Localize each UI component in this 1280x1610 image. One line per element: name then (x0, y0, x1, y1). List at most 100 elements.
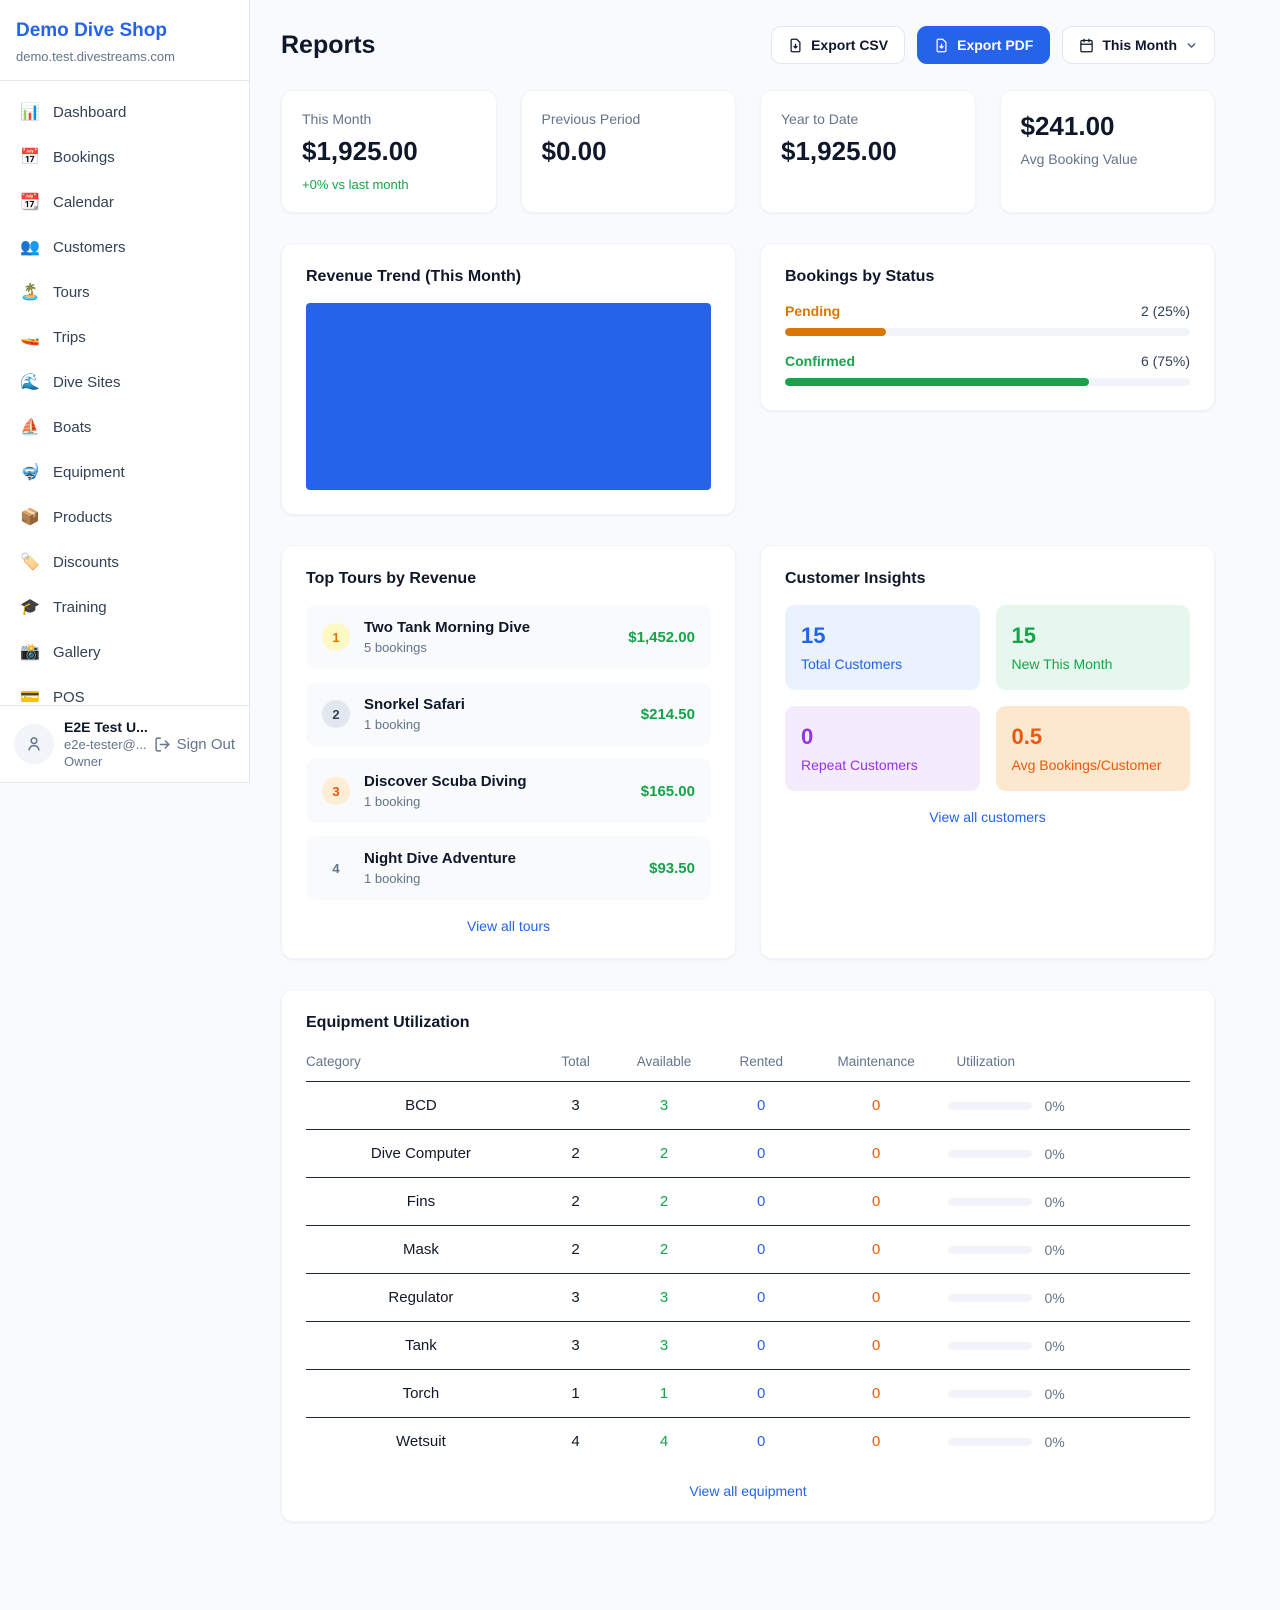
insight-label: New This Month (1011, 656, 1113, 672)
status-bar-fill-pending (785, 328, 887, 336)
camera-icon: 📸 (20, 644, 40, 661)
tour-row: 4 Night Dive Adventure 1 booking $93.50 (306, 836, 711, 900)
tour-name: Discover Scuba Diving (364, 773, 527, 790)
column-header-available: Available (615, 1046, 713, 1082)
stat-label: This Month (302, 111, 372, 127)
insight-label: Repeat Customers (801, 757, 918, 773)
table-row: Torch 1 1 0 0 0% (306, 1369, 1190, 1418)
equipment-utilization-card: Equipment Utilization Category Total Ava… (281, 989, 1215, 1522)
tour-name: Night Dive Adventure (364, 850, 516, 867)
customers-icon: 👥 (20, 239, 40, 256)
table-row: Dive Computer 2 2 0 0 0% (306, 1129, 1190, 1178)
column-header-rented: Rented (712, 1046, 810, 1082)
cell-total: 4 (571, 1433, 580, 1450)
bookings-by-status-title: Bookings by Status (785, 268, 935, 285)
sidebar-item-gallery[interactable]: 📸 Gallery (8, 633, 241, 671)
stat-card-year-to-date: Year to Date $1,925.00 (760, 90, 976, 213)
sidebar-item-dive-sites[interactable]: 🌊 Dive Sites (8, 363, 241, 401)
sidebar-item-dashboard[interactable]: 📊 Dashboard (8, 93, 241, 131)
sidebar: Demo Dive Shop demo.test.divestreams.com… (0, 0, 250, 783)
sidebar-item-equipment[interactable]: 🤿 Equipment (8, 453, 241, 491)
period-label: This Month (1102, 37, 1177, 53)
utilization-bar-track (948, 1293, 1033, 1302)
tour-bookings: 1 booking (364, 717, 421, 732)
cell-available: 3 (615, 1273, 713, 1322)
rank-badge: 1 (322, 623, 350, 651)
top-tours-title: Top Tours by Revenue (306, 570, 477, 587)
sidebar-item-tours[interactable]: 🏝️ Tours (8, 273, 241, 311)
sidebar-item-customers[interactable]: 👥 Customers (8, 228, 241, 266)
page-title: Reports (281, 30, 376, 59)
sidebar-item-label: Discounts (53, 553, 119, 571)
tour-bookings: 5 bookings (364, 640, 427, 655)
insight-label: Total Customers (801, 656, 903, 672)
cell-rented: 0 (712, 1369, 810, 1418)
cell-total: 3 (535, 1081, 616, 1130)
sidebar-item-bookings[interactable]: 📅 Bookings (8, 138, 241, 176)
shop-name: Demo Dive Shop (16, 20, 167, 41)
stat-card-this-month: This Month $1,925.00 +0% vs last month (281, 90, 497, 213)
rank-badge: 3 (322, 777, 350, 805)
calendar-icon: 📆 (20, 194, 40, 211)
tour-revenue: $165.00 (640, 782, 695, 800)
sidebar-item-label: Calendar (53, 193, 114, 211)
view-all-tours-link[interactable]: View all tours (466, 918, 550, 934)
tour-row: 1 Two Tank Morning Dive 5 bookings $1,45… (306, 605, 711, 669)
cell-category: Mask (306, 1225, 536, 1274)
view-all-customers-link[interactable]: View all customers (929, 809, 1046, 825)
cell-category: Fins (306, 1177, 536, 1226)
cell-utilization: 0% (942, 1177, 1190, 1226)
cell-maintenance: 0 (809, 1369, 943, 1418)
cell-category: Wetsuit (396, 1433, 446, 1450)
revenue-trend-card: Revenue Trend (This Month) (281, 243, 736, 515)
sidebar-item-label: Dive Sites (53, 373, 121, 391)
sidebar-item-training[interactable]: 🎓 Training (8, 588, 241, 626)
sign-out-button[interactable]: Sign Out (154, 736, 235, 753)
utilization-percent: 0% (1044, 1097, 1065, 1114)
cell-rented: 0 (757, 1433, 766, 1450)
graduation-cap-icon: 🎓 (20, 599, 40, 616)
bookings-calendar-icon: 📅 (20, 149, 40, 166)
export-csv-button[interactable]: Export CSV (771, 26, 906, 64)
cell-category: Dive Computer (306, 1129, 536, 1178)
customer-insights-card: Customer Insights 15 Total Customers 15 … (760, 545, 1215, 959)
column-header-category: Category (306, 1046, 536, 1082)
sidebar-item-trips[interactable]: 🚤 Trips (8, 318, 241, 356)
utilization-bar-track (948, 1197, 1033, 1206)
diving-mask-icon: 🤿 (20, 464, 40, 481)
tour-revenue: $93.50 (649, 859, 695, 877)
utilization-bar-track (948, 1101, 1033, 1110)
insight-tile-new-this-month: 15 New This Month (995, 605, 1190, 690)
sidebar-item-label: Tours (53, 283, 90, 301)
tour-row: 3 Discover Scuba Diving 1 booking $165.0… (306, 759, 711, 823)
insight-value: 15 (801, 623, 826, 648)
utilization-percent: 0% (1044, 1385, 1065, 1402)
sidebar-item-pos[interactable]: 💳 POS (8, 678, 241, 716)
column-header-utilization: Utilization (942, 1046, 1190, 1082)
sidebar-nav: 📊 Dashboard 📅 Bookings 📆 Calendar 👥 Cust… (0, 81, 249, 738)
sidebar-item-discounts[interactable]: 🏷️ Discounts (8, 543, 241, 581)
table-row: BCD 3 3 0 0 0% (306, 1081, 1190, 1130)
rank-badge: 2 (322, 700, 350, 728)
utilization-bar-track (948, 1149, 1033, 1158)
stat-card-avg-booking-value: $241.00 Avg Booking Value (999, 90, 1215, 213)
view-all-equipment-link[interactable]: View all equipment (689, 1483, 807, 1499)
tour-revenue: $1,452.00 (628, 628, 695, 646)
calendar-icon (1080, 38, 1094, 52)
sidebar-item-calendar[interactable]: 📆 Calendar (8, 183, 241, 221)
sidebar-item-products[interactable]: 📦 Products (8, 498, 241, 536)
utilization-percent: 0% (1044, 1289, 1065, 1306)
cell-maintenance: 0 (871, 1433, 881, 1450)
utilization-percent: 0% (1044, 1337, 1065, 1354)
cell-utilization: 0% (942, 1225, 1190, 1274)
export-pdf-button[interactable]: Export PDF (917, 26, 1051, 64)
island-icon: 🏝️ (20, 284, 40, 301)
insight-grid: 15 Total Customers 15 New This Month 0 R… (785, 605, 1190, 791)
export-pdf-label: Export PDF (957, 37, 1034, 53)
status-bar-fill-confirmed (785, 378, 1089, 386)
period-dropdown[interactable]: This Month (1062, 26, 1215, 64)
utilization-percent: 0% (1044, 1145, 1065, 1162)
status-value-confirmed: 6 (75%) (1140, 353, 1190, 369)
cell-total: 3 (535, 1273, 616, 1322)
sidebar-item-boats[interactable]: ⛵ Boats (8, 408, 241, 446)
